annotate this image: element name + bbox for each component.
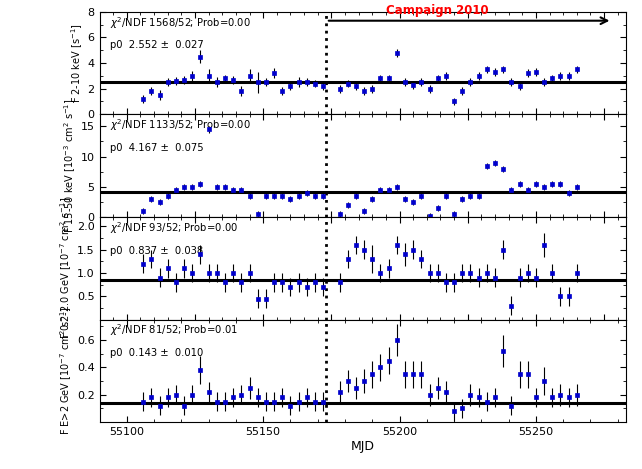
Y-axis label: F 2-10 keV [s$^{-1}$]: F 2-10 keV [s$^{-1}$] [69, 23, 85, 103]
Text: p0  0.143 ±  0.010: p0 0.143 ± 0.010 [110, 348, 204, 358]
Text: $\chi^2$/NDF 81/52; Prob=0.01: $\chi^2$/NDF 81/52; Prob=0.01 [110, 323, 238, 339]
Text: $\chi^2$/NDF 93/52; Prob=0.00: $\chi^2$/NDF 93/52; Prob=0.00 [110, 220, 238, 236]
Text: $\chi^2$/NDF 1133/52; Prob=0.00: $\chi^2$/NDF 1133/52; Prob=0.00 [110, 117, 251, 133]
Text: Campaign 2010: Campaign 2010 [386, 5, 489, 17]
Text: p0  2.552 ±  0.027: p0 2.552 ± 0.027 [110, 40, 204, 51]
Y-axis label: F 0.2-2.0 GeV [$10^{-7}$ cm$^2$ s$^{-1}$]: F 0.2-2.0 GeV [$10^{-7}$ cm$^2$ s$^{-1}$… [58, 197, 74, 340]
X-axis label: MJD: MJD [351, 440, 375, 453]
Y-axis label: F E>2 GeV [$10^{-7}$ cm$^2$ s$^{-1}$]: F E>2 GeV [$10^{-7}$ cm$^2$ s$^{-1}$] [58, 306, 74, 435]
Text: $\chi^2$/NDF 1568/52; Prob=0.00: $\chi^2$/NDF 1568/52; Prob=0.00 [110, 15, 251, 30]
Text: p0  0.837 ±  0.038: p0 0.837 ± 0.038 [110, 246, 203, 256]
Y-axis label: F 15-50 keV [$10^{-3}$ cm$^2$ s$^{-1}$]: F 15-50 keV [$10^{-3}$ cm$^2$ s$^{-1}$] [62, 98, 78, 233]
Text: p0  4.167 ±  0.075: p0 4.167 ± 0.075 [110, 143, 204, 153]
